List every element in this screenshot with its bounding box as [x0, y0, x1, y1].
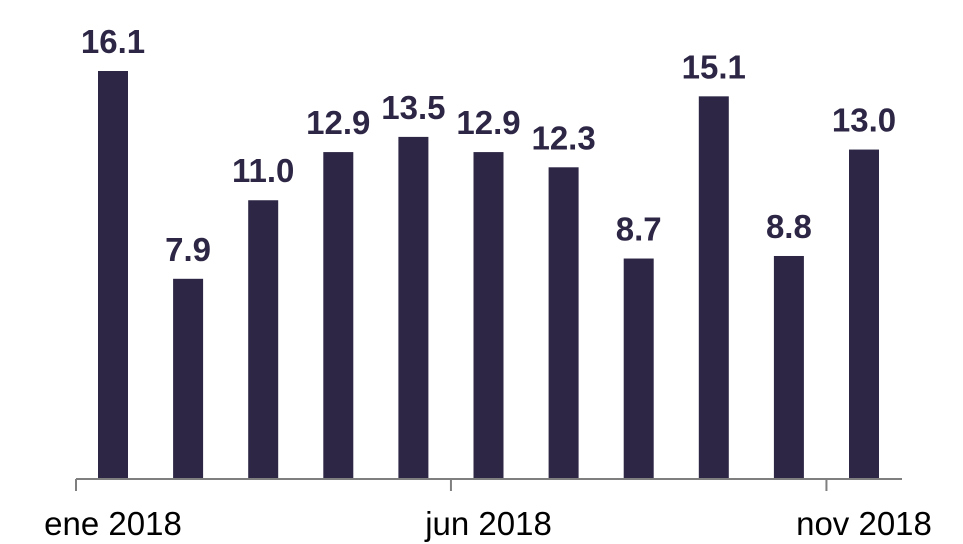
- bar-7: [548, 167, 579, 480]
- bar-value-label-11: 13.0: [832, 102, 896, 139]
- bar-5: [398, 136, 429, 479]
- bar-value-label-7: 12.3: [531, 119, 595, 156]
- bar-value-label-8: 8.7: [616, 211, 662, 248]
- bar-9: [698, 96, 729, 479]
- bar-value-label-3: 11.0: [232, 152, 294, 189]
- bar-value-label-10: 8.8: [766, 208, 812, 245]
- bar-10: [773, 255, 804, 479]
- x-tick-label-2: jun 2018: [424, 505, 552, 542]
- bar-8: [623, 258, 654, 479]
- x-axis-tick-labels-group: ene 2018 jun 2018 nov 2018: [44, 505, 932, 542]
- bar-value-label-5: 13.5: [381, 89, 445, 126]
- bar-11: [849, 149, 879, 479]
- x-tick-label-3: nov 2018: [796, 505, 932, 542]
- bar-4: [323, 152, 354, 479]
- bar-value-label-9: 15.1: [682, 48, 746, 85]
- bar-value-label-1: 16.1: [81, 23, 145, 60]
- bar-value-label-4: 12.9: [306, 104, 370, 141]
- bar-value-label-6: 12.9: [456, 104, 520, 141]
- bar-6: [473, 152, 504, 479]
- value-labels-group: 16.1 7.9 11.0 12.9 13.5 12.9 12.3 8.7 15.1 8.8 13.…: [81, 23, 896, 268]
- x-axis-ticks-group: [75, 479, 828, 491]
- bar-3: [248, 200, 279, 480]
- bar-2: [173, 278, 204, 479]
- bars-group: [98, 71, 879, 480]
- x-tick-label-1: ene 2018: [44, 505, 182, 542]
- bar-value-label-2: 7.9: [165, 231, 211, 268]
- bar-1: [98, 71, 128, 479]
